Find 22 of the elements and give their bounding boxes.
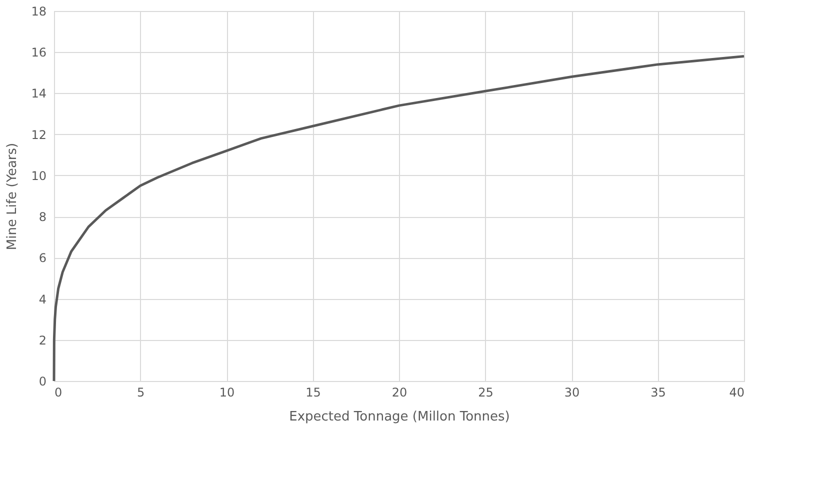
x-tick-label: 30 bbox=[564, 386, 580, 400]
x-axis-title: Expected Tonnage (Millon Tonnes) bbox=[289, 410, 510, 424]
y-tick-label: 16 bbox=[31, 46, 46, 60]
y-tick-label: 2 bbox=[38, 333, 46, 348]
y-tick-label: 0 bbox=[38, 374, 46, 388]
y-tick-label: 4 bbox=[38, 292, 46, 306]
x-tick-label: 20 bbox=[392, 386, 408, 400]
x-tick-label: 40 bbox=[729, 386, 744, 400]
y-tick-label: 14 bbox=[31, 86, 46, 101]
x-tick-label: 25 bbox=[478, 386, 494, 400]
y-tick-label: 12 bbox=[31, 128, 46, 142]
x-tick-label: 5 bbox=[136, 386, 145, 400]
x-tick-label: 15 bbox=[306, 386, 321, 400]
y-tick-label: 8 bbox=[38, 210, 46, 224]
x-tick-label: 0 bbox=[54, 386, 62, 400]
x-tick-label: 10 bbox=[219, 386, 235, 400]
x-tick-label: 35 bbox=[650, 386, 666, 400]
y-tick-label: 10 bbox=[31, 168, 46, 183]
y-tick-label: 18 bbox=[31, 4, 46, 18]
y-tick-label: 6 bbox=[38, 251, 46, 266]
line-series bbox=[52, 54, 746, 382]
y-axis-title: Mine Life (Years) bbox=[5, 142, 20, 250]
